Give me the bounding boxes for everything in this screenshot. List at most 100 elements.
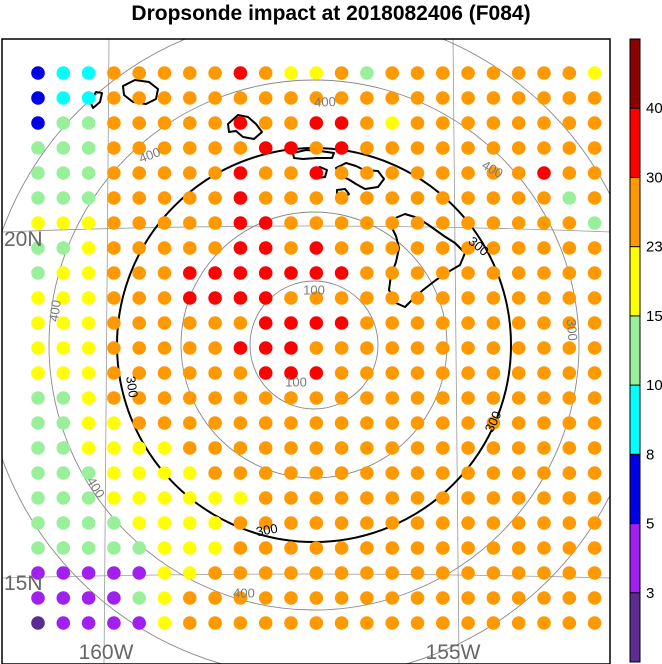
impact-dot <box>410 166 425 180</box>
colorbar-label: 30 <box>646 169 662 186</box>
impact-dot <box>385 116 400 130</box>
impact-dot <box>436 166 450 180</box>
impact-dot <box>436 566 450 580</box>
impact-dot <box>107 516 121 530</box>
impact-dot <box>587 341 602 355</box>
impact-dot <box>208 466 222 480</box>
impact-dot <box>360 216 374 230</box>
impact-dot <box>107 491 121 505</box>
impact-dot <box>309 141 324 155</box>
impact-dot <box>258 141 273 155</box>
impact-dot <box>486 141 501 155</box>
impact-dot <box>511 416 526 430</box>
impact-dot <box>258 566 273 580</box>
impact-dot <box>258 316 273 330</box>
impact-dot <box>587 266 602 280</box>
impact-dot <box>537 516 551 530</box>
impact-dot <box>461 541 475 555</box>
impact-dot <box>183 566 197 580</box>
impact-dot <box>562 591 577 605</box>
impact-dot <box>309 116 324 130</box>
impact-dot <box>436 341 450 355</box>
impact-dot <box>258 516 273 530</box>
impact-dot <box>157 316 172 330</box>
impact-dot <box>208 391 222 405</box>
impact-dot <box>233 566 248 580</box>
impact-dot <box>334 216 349 230</box>
impact-dot <box>284 116 298 130</box>
impact-dot <box>208 516 222 530</box>
range-rings <box>2 39 610 664</box>
impact-dot <box>132 141 146 155</box>
impact-dot <box>537 391 551 405</box>
impact-dot <box>385 191 400 205</box>
impact-dot <box>31 466 45 480</box>
impact-dot <box>132 266 146 280</box>
impact-dot <box>208 566 222 580</box>
impact-dot <box>309 166 324 180</box>
impact-dot <box>461 316 475 330</box>
impact-dot <box>284 566 298 580</box>
impact-dot <box>562 191 577 205</box>
impact-dot <box>258 616 273 630</box>
impact-dot <box>360 466 374 480</box>
impact-dot <box>436 266 450 280</box>
impact-dot <box>309 266 324 280</box>
impact-dot <box>81 366 96 380</box>
impact-dot <box>385 416 400 430</box>
impact-dot <box>410 441 425 455</box>
impact-dot <box>56 516 71 530</box>
impact-dot <box>562 116 577 130</box>
impact-dot <box>511 616 526 630</box>
impact-dot <box>56 91 71 105</box>
impact-dot <box>562 541 577 555</box>
impact-dot <box>258 166 273 180</box>
impact-dot <box>258 416 273 430</box>
impact-dot <box>461 291 475 305</box>
impact-dot <box>436 491 450 505</box>
impact-dot <box>31 216 45 230</box>
colorbar-segment <box>630 39 640 109</box>
impact-dot <box>81 466 96 480</box>
impact-dot <box>132 491 146 505</box>
impact-dot <box>587 566 602 580</box>
impact-dot <box>461 441 475 455</box>
impact-dot <box>258 191 273 205</box>
impact-dot <box>107 541 121 555</box>
impact-dot <box>107 141 121 155</box>
impact-dot <box>157 616 172 630</box>
impact-dot <box>107 291 121 305</box>
impact-dot <box>360 566 374 580</box>
impact-dot <box>410 341 425 355</box>
impact-dot <box>537 316 551 330</box>
impact-dot <box>233 366 248 380</box>
impact-dot <box>587 316 602 330</box>
colorbar-label: 8 <box>646 446 654 463</box>
impact-dot <box>410 541 425 555</box>
colorbar-segment <box>630 108 640 178</box>
impact-dot <box>81 341 96 355</box>
impact-dot <box>284 616 298 630</box>
impact-dot <box>436 441 450 455</box>
impact-dot <box>410 291 425 305</box>
impact-dot <box>436 91 450 105</box>
impact-dot <box>461 416 475 430</box>
impact-dot <box>107 316 121 330</box>
impact-dot <box>461 341 475 355</box>
range-ring <box>2 39 610 664</box>
impact-dot <box>157 116 172 130</box>
impact-dot <box>81 516 96 530</box>
impact-dot <box>107 591 121 605</box>
impact-dot <box>410 591 425 605</box>
impact-dot <box>81 441 96 455</box>
impact-dot <box>81 241 96 255</box>
colorbar-segment <box>630 454 640 524</box>
impact-dot <box>461 616 475 630</box>
colorbar-label: 5 <box>646 516 654 533</box>
impact-dot <box>360 391 374 405</box>
impact-dot <box>284 391 298 405</box>
impact-dot <box>511 391 526 405</box>
impact-dot <box>233 216 248 230</box>
